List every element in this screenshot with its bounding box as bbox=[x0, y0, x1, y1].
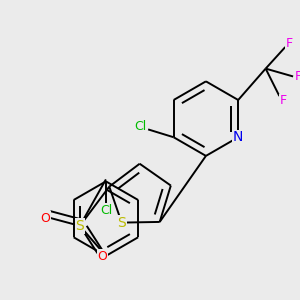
Text: F: F bbox=[294, 70, 300, 83]
Text: F: F bbox=[280, 94, 287, 107]
Text: Cl: Cl bbox=[100, 204, 112, 217]
Text: O: O bbox=[40, 212, 50, 224]
Text: S: S bbox=[117, 216, 126, 230]
Text: O: O bbox=[98, 250, 107, 263]
Text: S: S bbox=[76, 219, 84, 233]
Text: Cl: Cl bbox=[134, 120, 146, 133]
Text: F: F bbox=[286, 37, 293, 50]
Text: N: N bbox=[233, 130, 243, 144]
